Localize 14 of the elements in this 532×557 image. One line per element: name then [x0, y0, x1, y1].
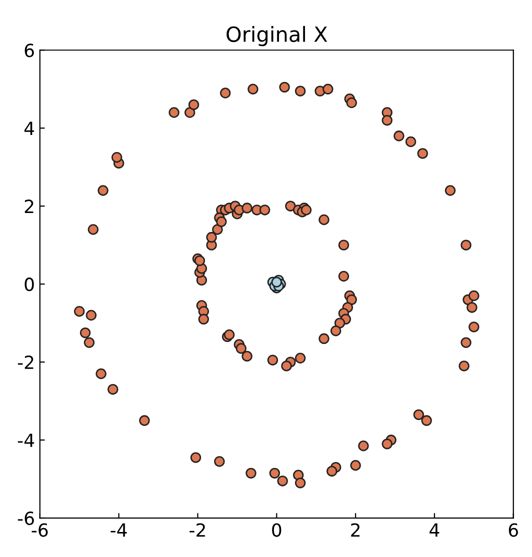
x-tick-label: 6 [508, 523, 518, 537]
y-tick-label: -6 [18, 511, 34, 526]
y-tick-label: 0 [24, 278, 34, 292]
x-tick-label: -2 [190, 523, 205, 537]
x-tick-label: -4 [110, 523, 127, 537]
y-tick-label: 4 [24, 122, 34, 135]
y-tick-label: -4 [18, 434, 34, 447]
y-tick-label: -2 [18, 356, 34, 369]
chart-title: Original X [226, 26, 328, 46]
x-tick-label: 0 [272, 523, 282, 537]
x-tick-label: 2 [351, 523, 360, 537]
y-tick-label: 6 [24, 44, 34, 58]
y-tick-label: 2 [24, 200, 34, 213]
x-tick-label: 4 [430, 523, 440, 537]
